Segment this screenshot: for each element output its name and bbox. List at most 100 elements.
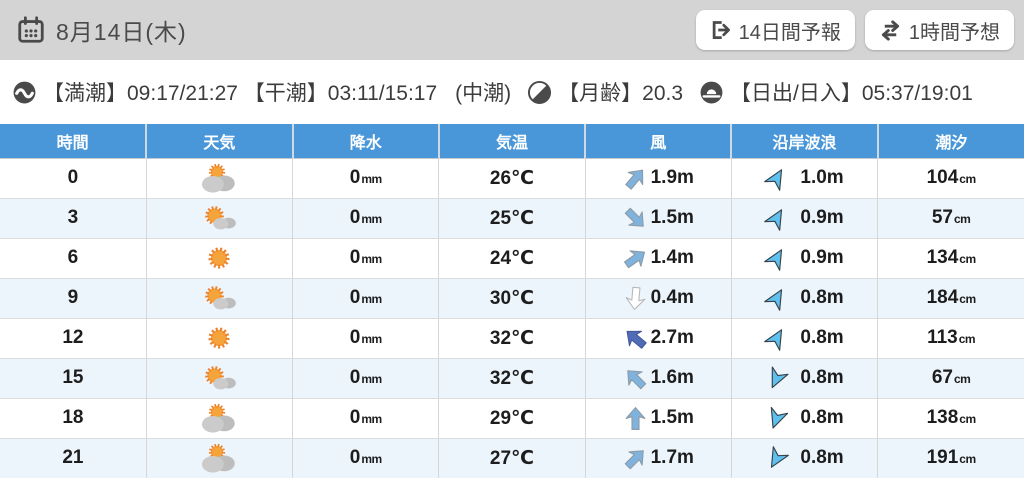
- header-coastal-waves: 沿岸波浪: [730, 124, 878, 159]
- wind-speed-value: 1.5m: [650, 407, 694, 428]
- wave-cell: 0.9m: [730, 238, 878, 279]
- precipitation-value: 0: [349, 247, 361, 268]
- swap-icon: [881, 19, 899, 41]
- wind-cell: 1.5m: [584, 198, 732, 239]
- weather-cell: [145, 398, 293, 439]
- time-value: 9: [67, 287, 79, 308]
- header-tide: 潮汐: [876, 124, 1024, 159]
- wind-speed-value: 1.7m: [650, 447, 694, 468]
- time-value: 12: [62, 327, 84, 348]
- wind-direction-arrow-icon: [625, 286, 645, 310]
- fourteen-day-forecast-button[interactable]: 14日間予報: [695, 10, 855, 50]
- wind-direction-arrow-icon: [625, 406, 646, 430]
- moon-phase-icon: [528, 80, 552, 104]
- tide-unit: cm: [959, 292, 976, 306]
- precipitation-unit: mm: [361, 212, 382, 226]
- wave-direction-icon: [771, 406, 789, 429]
- precipitation-unit: mm: [361, 332, 382, 346]
- time-cell: 0: [0, 158, 147, 199]
- temperature-cell: 30℃: [438, 278, 586, 319]
- time-cell: 3: [0, 198, 147, 239]
- wind-direction-arrow-icon: [626, 369, 646, 389]
- tide-unit: cm: [959, 452, 976, 466]
- tide-value: 134: [926, 247, 959, 268]
- weather-cell: [145, 158, 293, 199]
- tide-times-label: 【満潮】09:17/21:27 【干潮】03:11/15:17: [43, 82, 438, 105]
- temperature-cell: 32℃: [438, 358, 586, 399]
- precipitation-unit: mm: [361, 372, 382, 386]
- temperature-value: 32℃: [489, 327, 535, 349]
- wind-cell: 0.4m: [584, 278, 732, 319]
- wave-cell: 1.0m: [730, 158, 878, 199]
- wind-direction-arrow-icon: [624, 169, 643, 190]
- cloud-icon: [213, 377, 237, 390]
- sunrise-sunset-icon: [700, 81, 723, 103]
- wave-height-value: 0.8m: [800, 367, 844, 388]
- wind-speed-value: 1.6m: [650, 367, 694, 388]
- one-hour-forecast-button[interactable]: 1時間予想: [864, 10, 1014, 50]
- tide-value: 104: [926, 167, 959, 188]
- wave-height-value: 0.8m: [800, 287, 844, 308]
- tide-cell: 113cm: [877, 318, 1024, 359]
- forecast-table: 時間 天気 降水 気温 風 沿岸波浪 潮汐 0 0mm: [0, 124, 1024, 478]
- tide-value: 191: [926, 447, 959, 468]
- header-temperature: 気温: [437, 124, 586, 159]
- precipitation-value: 0: [349, 167, 361, 188]
- precipitation-cell: 0mm: [292, 198, 439, 239]
- tide-unit: cm: [959, 172, 976, 186]
- precipitation-cell: 0mm: [292, 238, 439, 279]
- wind-speed-value: 1.9m: [650, 167, 694, 188]
- tide-cell: 104cm: [877, 158, 1024, 199]
- cloud-icon: [202, 415, 236, 433]
- wave-direction-icon: [771, 445, 790, 468]
- weather-icon: [198, 242, 240, 274]
- time-value: 6: [67, 247, 79, 268]
- precipitation-value: 0: [349, 447, 361, 468]
- temperature-value: 27℃: [489, 447, 535, 469]
- temperature-cell: 26℃: [438, 158, 586, 199]
- tide-value: 67: [931, 367, 953, 388]
- weather-icon: [198, 282, 240, 314]
- weather-icon: [198, 162, 240, 194]
- table-row: 0 0mm 26℃ 1.9m: [0, 158, 1024, 199]
- precipitation-unit: mm: [361, 292, 382, 306]
- sunrise-sunset-label: 【日出/日入】05:37/19:01: [730, 82, 973, 105]
- temperature-value: 29℃: [489, 407, 535, 429]
- calendar-icon: [18, 16, 44, 43]
- wind-speed-value: 1.4m: [650, 247, 694, 268]
- tide-unit: cm: [953, 372, 971, 386]
- time-value: 18: [62, 407, 84, 428]
- temperature-cell: 24℃: [438, 238, 586, 279]
- weather-cell: [145, 318, 293, 359]
- wave-cell: 0.8m: [730, 318, 878, 359]
- temperature-cell: 25℃: [438, 198, 586, 239]
- temperature-value: 32℃: [489, 367, 535, 389]
- wind-cell: 1.4m: [584, 238, 732, 279]
- wave-cell: 0.9m: [730, 198, 878, 239]
- moon-age-label: 【月齢】20.3: [558, 82, 684, 105]
- cloud-icon: [213, 297, 237, 310]
- weather-cell: [145, 278, 293, 319]
- temperature-value: 25℃: [489, 207, 535, 229]
- wave-direction-icon: [764, 248, 783, 271]
- wind-cell: 2.7m: [584, 318, 732, 359]
- precipitation-cell: 0mm: [292, 158, 439, 199]
- tide-cell: 134cm: [877, 238, 1024, 279]
- weather-icon: [198, 362, 240, 394]
- precipitation-value: 0: [349, 407, 361, 428]
- topbar: 8月14日(木) 14日間予報 1時間予想: [0, 0, 1024, 60]
- time-value: 21: [62, 447, 84, 468]
- wave-height-value: 0.9m: [800, 247, 844, 268]
- tide-value: 138: [926, 407, 959, 428]
- weather-icon: [198, 402, 240, 434]
- wind-cell: 1.6m: [584, 358, 732, 399]
- wave-direction-icon: [764, 328, 783, 351]
- precipitation-unit: mm: [361, 252, 382, 266]
- cloud-icon: [202, 455, 236, 473]
- precipitation-cell: 0mm: [292, 358, 439, 399]
- tide-cell: 191cm: [877, 438, 1024, 478]
- tide-unit: cm: [959, 412, 976, 426]
- tide-cell: 138cm: [877, 398, 1024, 439]
- tide-unit: cm: [958, 332, 976, 346]
- time-cell: 6: [0, 238, 147, 279]
